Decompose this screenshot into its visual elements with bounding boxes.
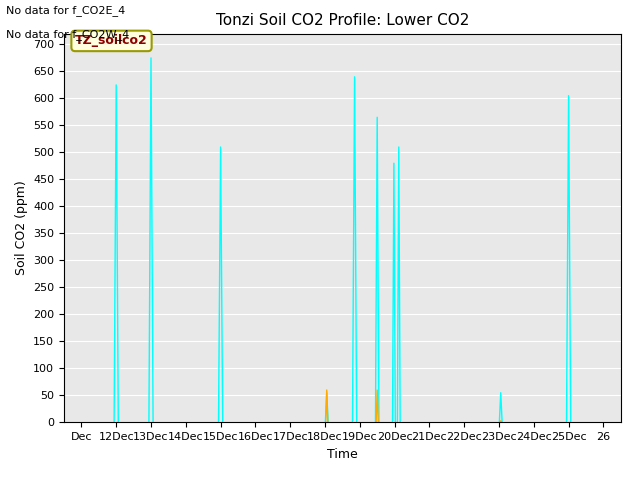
Y-axis label: Soil CO2 (ppm): Soil CO2 (ppm) (15, 180, 28, 276)
X-axis label: Time: Time (327, 448, 358, 461)
Title: Tonzi Soil CO2 Profile: Lower CO2: Tonzi Soil CO2 Profile: Lower CO2 (216, 13, 469, 28)
Text: TZ_soilco2: TZ_soilco2 (75, 35, 148, 48)
Text: No data for f_CO2W_4: No data for f_CO2W_4 (6, 29, 130, 40)
Text: No data for f_CO2E_4: No data for f_CO2E_4 (6, 5, 125, 16)
